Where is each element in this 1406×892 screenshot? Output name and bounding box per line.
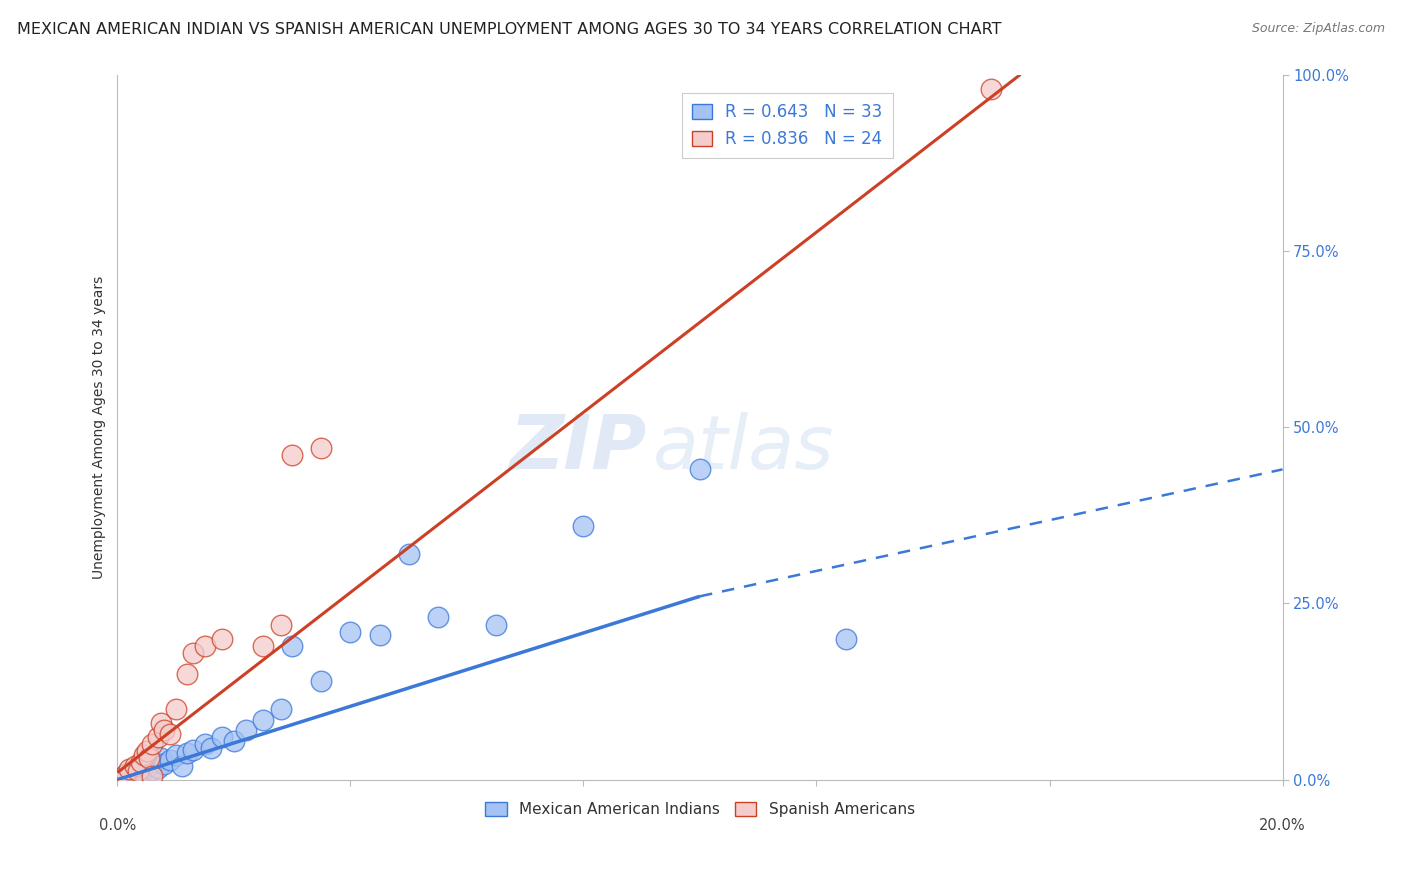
- Point: [141, 763, 163, 777]
- Point: [281, 448, 304, 462]
- Point: [143, 755, 166, 769]
- Text: ZIP: ZIP: [510, 412, 648, 484]
- Point: [181, 743, 204, 757]
- Point: [129, 755, 152, 769]
- Point: [121, 764, 143, 779]
- Text: Source: ZipAtlas.com: Source: ZipAtlas.com: [1251, 22, 1385, 36]
- Point: [153, 723, 176, 738]
- Point: [426, 610, 449, 624]
- Point: [148, 731, 170, 745]
- Point: [194, 737, 217, 751]
- Point: [368, 628, 391, 642]
- Point: [138, 751, 160, 765]
- Point: [129, 766, 152, 780]
- Point: [165, 702, 187, 716]
- Y-axis label: Unemployment Among Ages 30 to 34 years: Unemployment Among Ages 30 to 34 years: [93, 276, 107, 579]
- Point: [398, 547, 420, 561]
- Point: [159, 753, 181, 767]
- Point: [135, 760, 157, 774]
- Point: [980, 81, 1002, 95]
- Point: [339, 624, 361, 639]
- Point: [194, 639, 217, 653]
- Point: [281, 639, 304, 653]
- Point: [153, 757, 176, 772]
- Point: [127, 762, 149, 776]
- Point: [485, 617, 508, 632]
- Point: [270, 617, 292, 632]
- Text: 20.0%: 20.0%: [1260, 818, 1306, 833]
- Legend: Mexican American Indians, Spanish Americans: Mexican American Indians, Spanish Americ…: [478, 795, 922, 825]
- Point: [572, 518, 595, 533]
- Point: [141, 737, 163, 751]
- Point: [211, 632, 233, 646]
- Point: [176, 666, 198, 681]
- Point: [252, 713, 274, 727]
- Point: [211, 731, 233, 745]
- Point: [311, 441, 333, 455]
- Point: [132, 747, 155, 762]
- Point: [118, 762, 141, 776]
- Point: [235, 723, 257, 738]
- Point: [159, 727, 181, 741]
- Point: [181, 646, 204, 660]
- Text: MEXICAN AMERICAN INDIAN VS SPANISH AMERICAN UNEMPLOYMENT AMONG AGES 30 TO 34 YEA: MEXICAN AMERICAN INDIAN VS SPANISH AMERI…: [17, 22, 1001, 37]
- Point: [127, 764, 149, 779]
- Point: [165, 747, 187, 762]
- Point: [150, 716, 173, 731]
- Point: [689, 462, 711, 476]
- Point: [170, 758, 193, 772]
- Point: [115, 767, 138, 781]
- Text: 0.0%: 0.0%: [98, 818, 136, 833]
- Point: [148, 761, 170, 775]
- Point: [115, 767, 138, 781]
- Point: [270, 702, 292, 716]
- Text: atlas: atlas: [654, 412, 835, 484]
- Point: [311, 673, 333, 688]
- Point: [141, 769, 163, 783]
- Point: [150, 751, 173, 765]
- Point: [200, 740, 222, 755]
- Point: [252, 639, 274, 653]
- Point: [135, 744, 157, 758]
- Point: [176, 746, 198, 760]
- Point: [124, 758, 146, 772]
- Point: [138, 758, 160, 772]
- Point: [834, 632, 856, 646]
- Point: [222, 734, 245, 748]
